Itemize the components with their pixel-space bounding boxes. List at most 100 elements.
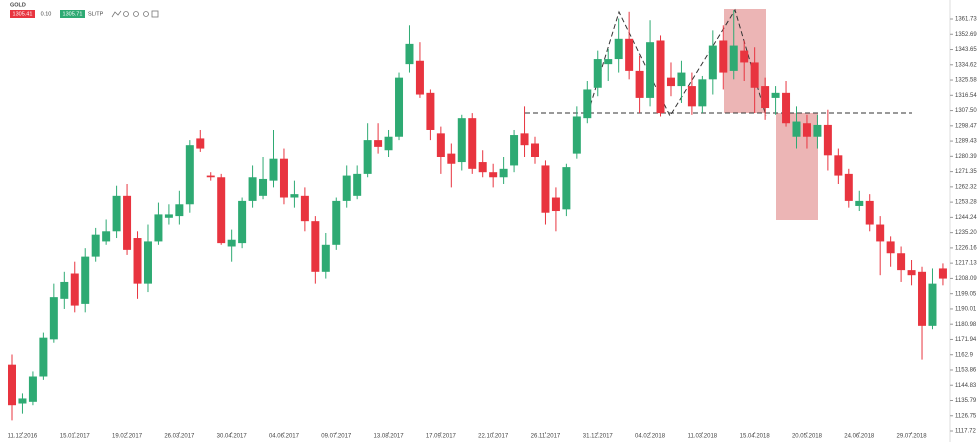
candle-body [918,271,927,326]
y-tick-label: 1289.43 [955,139,977,145]
y-tick-label: 1117.72 [955,429,976,435]
candle-body [698,79,707,107]
candle-body [18,398,27,404]
candle-body [531,143,539,157]
candle-body [551,197,560,212]
candle-body [771,92,780,98]
candle-body [185,145,194,205]
candle-body [39,337,48,377]
candle-body [70,273,79,306]
y-tick-label: 1271.35 [955,169,977,175]
candle-body [81,256,90,304]
y-tick-label: 1217.13 [955,261,977,267]
candle-body [740,50,749,63]
y-tick-label: 1334.62 [955,62,977,68]
toolbar-icons[interactable] [111,10,159,18]
candle-body [311,221,320,272]
candle-body [290,194,299,198]
candle-body [834,155,843,176]
candle-body [625,38,634,71]
candle-body [855,200,864,206]
candle-body [259,178,268,196]
x-tick-label: 13.08.2017 [374,434,405,440]
y-tick-label: 1307.50 [955,108,977,114]
x-tick-label: 19.02.2017 [112,434,143,440]
y-tick-label: 1253.28 [955,200,977,206]
candle-body [761,86,770,109]
x-tick-label: 29.07.2018 [897,434,928,440]
candle-body [363,140,372,174]
x-tick-label: 24.06.2018 [844,434,875,440]
x-tick-label: 15.04.2018 [740,434,771,440]
candle-body [384,136,393,151]
candle-body [436,133,445,157]
candle-body [635,70,644,98]
sltp-button[interactable]: SL/TP [88,11,104,17]
x-tick-label: 04.02.2018 [635,434,666,440]
candle-body [886,241,895,254]
candle-body [49,297,58,340]
candle-body [112,195,121,232]
candle-body [572,116,581,154]
candle-body [489,172,498,178]
candle-body [457,118,466,163]
candle-body [426,92,435,130]
candle-body [614,38,623,60]
y-tick-label: 1180.98 [955,322,977,328]
y-tick-label: 1153.86 [955,368,977,374]
sell-button[interactable] [10,10,35,18]
x-tick-label: 26.03.2017 [164,434,195,440]
y-tick-label: 1208.09 [955,276,977,282]
candle-body [217,177,226,244]
candle-body [510,135,519,166]
x-tick-label: 11.12.2016 [8,434,38,440]
candle-body [593,59,602,88]
candle-body [91,234,100,257]
candle-body [321,244,330,272]
y-tick-label: 1352.69 [955,32,977,38]
candle-body [478,162,487,173]
candle-body [813,124,822,137]
candle-body [60,281,69,299]
y-tick-label: 1361.73 [955,17,977,23]
candle-body [562,167,571,210]
candle-body [656,40,665,114]
buy-button[interactable] [60,10,85,18]
candle-body [28,376,37,402]
candle-body [907,270,916,276]
candle-body [583,89,592,119]
candle-body [687,86,696,107]
x-tick-label: 22.10.2017 [478,434,509,440]
candle-body [499,168,508,178]
candle-body [844,173,853,201]
candle-body [405,43,414,65]
y-tick-label: 1343.65 [955,47,977,53]
y-tick-label: 1316.54 [955,93,977,99]
x-tick-label: 31.12.2017 [583,434,614,440]
candle-body [646,42,655,98]
candle-body [541,165,550,213]
y-tick-label: 1325.58 [955,78,977,84]
bid-price[interactable]: 1305.41 [13,11,33,17]
y-tick-label: 1126.75 [955,413,977,419]
candle-body [876,224,885,242]
y-tick-label: 1226.16 [955,245,977,251]
y-tick-label: 1244.24 [955,215,977,221]
candle-body [792,121,801,137]
toolbar: GOLD 1305.41 0.10 1305.71 SL/TP [10,2,159,18]
x-tick-label: 04.06.2017 [269,434,300,440]
candle-body [133,238,142,284]
candle-body [782,92,791,124]
y-tick-label: 1162.9 [955,352,974,358]
x-tick-label: 15.01.2017 [60,434,91,440]
lot-size[interactable]: 0.10 [41,11,52,17]
candle-body [8,364,16,406]
candle-body [353,173,362,196]
candle-body [102,231,111,242]
x-tick-label: 11.03.2018 [688,434,718,440]
ask-price[interactable]: 1305.71 [63,11,83,17]
candle-body [206,175,215,178]
candle-body [300,195,309,222]
candle-body [227,239,236,247]
